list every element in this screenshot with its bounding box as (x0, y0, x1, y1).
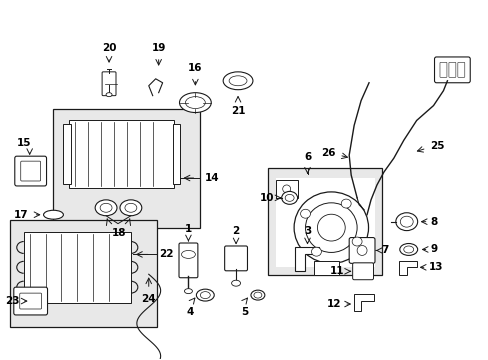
Ellipse shape (124, 203, 137, 212)
Text: 18: 18 (111, 228, 126, 238)
Ellipse shape (231, 280, 240, 286)
Ellipse shape (341, 199, 350, 208)
Ellipse shape (229, 76, 246, 86)
Bar (275, 178, 374, 267)
FancyBboxPatch shape (352, 263, 373, 280)
Ellipse shape (106, 93, 112, 96)
Ellipse shape (179, 93, 211, 113)
FancyBboxPatch shape (439, 62, 446, 77)
FancyBboxPatch shape (448, 62, 455, 77)
Polygon shape (294, 247, 319, 271)
FancyBboxPatch shape (20, 293, 41, 309)
Text: 10: 10 (260, 193, 274, 203)
FancyBboxPatch shape (102, 72, 116, 96)
Bar (172, 125, 180, 184)
Ellipse shape (305, 203, 356, 252)
FancyBboxPatch shape (224, 246, 247, 271)
Text: 24: 24 (141, 294, 156, 304)
Ellipse shape (100, 203, 112, 212)
Text: 12: 12 (326, 299, 341, 309)
Ellipse shape (300, 209, 310, 218)
Ellipse shape (223, 72, 252, 90)
Ellipse shape (200, 292, 210, 298)
Polygon shape (353, 294, 373, 311)
FancyBboxPatch shape (179, 243, 198, 278)
Ellipse shape (400, 216, 412, 227)
Text: 2: 2 (232, 226, 239, 235)
Ellipse shape (281, 192, 297, 204)
FancyBboxPatch shape (457, 62, 464, 77)
FancyBboxPatch shape (14, 287, 47, 315)
Bar (69, 121, 173, 188)
Ellipse shape (153, 79, 163, 87)
Ellipse shape (282, 185, 290, 193)
Text: 16: 16 (188, 63, 202, 73)
Bar (314, 261, 339, 275)
Text: 3: 3 (303, 226, 310, 235)
FancyBboxPatch shape (434, 57, 469, 83)
FancyBboxPatch shape (348, 238, 374, 264)
Ellipse shape (253, 292, 262, 298)
Text: 8: 8 (429, 217, 437, 227)
Text: 17: 17 (14, 210, 29, 220)
Ellipse shape (196, 289, 214, 301)
Ellipse shape (43, 210, 63, 219)
Bar (63, 125, 71, 184)
Text: 13: 13 (427, 262, 442, 272)
Text: 7: 7 (380, 246, 387, 256)
Text: 4: 4 (186, 307, 194, 317)
Text: 5: 5 (241, 307, 248, 317)
Ellipse shape (293, 192, 368, 264)
Text: 9: 9 (429, 244, 437, 255)
Ellipse shape (120, 200, 142, 216)
Ellipse shape (311, 247, 321, 256)
Bar (53, 109, 200, 228)
Text: 26: 26 (320, 148, 335, 158)
Text: 20: 20 (102, 43, 116, 53)
Text: 21: 21 (230, 105, 245, 116)
Bar (24, 231, 131, 303)
Ellipse shape (184, 289, 192, 294)
Ellipse shape (250, 290, 264, 300)
Ellipse shape (285, 194, 293, 201)
Ellipse shape (317, 214, 345, 241)
Ellipse shape (351, 237, 361, 246)
Text: 22: 22 (158, 249, 173, 260)
Ellipse shape (403, 246, 413, 253)
FancyBboxPatch shape (15, 156, 46, 186)
Text: 1: 1 (184, 224, 192, 234)
Ellipse shape (356, 246, 366, 255)
Ellipse shape (181, 251, 195, 258)
Text: 25: 25 (429, 141, 444, 151)
Text: 6: 6 (303, 152, 310, 162)
Bar (275, 180, 297, 198)
Text: 11: 11 (329, 266, 344, 276)
Ellipse shape (95, 200, 117, 216)
Text: 23: 23 (5, 296, 20, 306)
Polygon shape (398, 261, 416, 275)
Ellipse shape (395, 213, 417, 231)
Ellipse shape (185, 96, 205, 109)
Text: 15: 15 (17, 138, 31, 148)
FancyBboxPatch shape (20, 161, 41, 181)
Bar (267, 168, 381, 275)
Text: 19: 19 (151, 43, 165, 53)
Text: 14: 14 (205, 173, 220, 183)
Ellipse shape (399, 243, 417, 255)
Bar (10, 220, 156, 327)
